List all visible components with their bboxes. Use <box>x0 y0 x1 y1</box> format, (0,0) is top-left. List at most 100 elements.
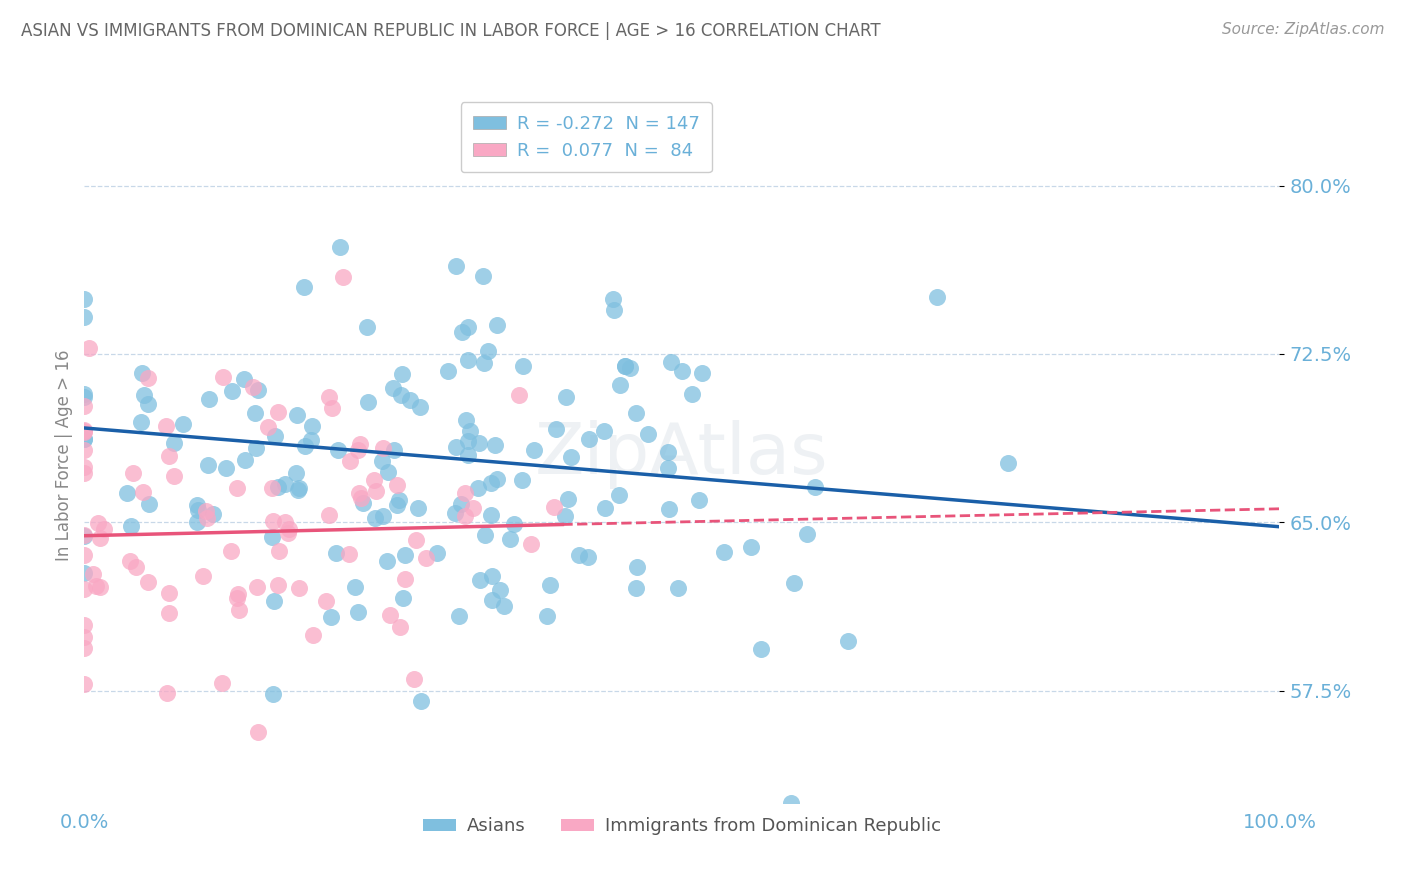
Point <box>163 436 186 450</box>
Point <box>780 796 803 810</box>
Point <box>242 380 264 394</box>
Point <box>288 481 311 495</box>
Point <box>318 508 340 522</box>
Point <box>626 560 648 574</box>
Point <box>138 371 160 385</box>
Point <box>136 574 159 589</box>
Point <box>299 433 322 447</box>
Point <box>512 359 534 373</box>
Point <box>186 515 208 529</box>
Point <box>352 495 374 509</box>
Point <box>315 593 337 607</box>
Point <box>122 466 145 480</box>
Point <box>266 405 288 419</box>
Point <box>73 582 96 597</box>
Point <box>688 493 710 508</box>
Point <box>657 444 679 458</box>
Point <box>332 270 354 285</box>
Point <box>82 566 104 581</box>
Point <box>138 497 160 511</box>
Point <box>292 280 315 294</box>
Point <box>302 628 325 642</box>
Point <box>301 419 323 434</box>
Point <box>120 519 142 533</box>
Point <box>371 454 394 468</box>
Point <box>450 497 472 511</box>
Point <box>387 493 409 508</box>
Point <box>73 459 96 474</box>
Point <box>278 522 301 536</box>
Point <box>607 487 630 501</box>
Point <box>287 483 309 498</box>
Point <box>77 342 100 356</box>
Point <box>356 320 378 334</box>
Point <box>392 591 415 605</box>
Point <box>274 515 297 529</box>
Point <box>568 548 591 562</box>
Point <box>468 573 491 587</box>
Point <box>155 419 177 434</box>
Point <box>246 724 269 739</box>
Point <box>195 503 218 517</box>
Point <box>73 548 96 562</box>
Point <box>219 544 242 558</box>
Point <box>444 259 467 273</box>
Point <box>262 688 284 702</box>
Point <box>690 366 713 380</box>
Point <box>73 425 96 439</box>
Point <box>132 485 155 500</box>
Point <box>115 485 138 500</box>
Point <box>294 439 316 453</box>
Point <box>377 465 399 479</box>
Point <box>73 433 96 447</box>
Point <box>613 359 636 373</box>
Point <box>337 547 360 561</box>
Point <box>609 378 631 392</box>
Point <box>226 482 249 496</box>
Point <box>73 390 96 404</box>
Point <box>228 603 250 617</box>
Point <box>554 509 576 524</box>
Point <box>263 594 285 608</box>
Point <box>318 390 340 404</box>
Point <box>339 454 361 468</box>
Point <box>447 608 470 623</box>
Point <box>73 466 96 480</box>
Point <box>211 676 233 690</box>
Point <box>246 383 269 397</box>
Point <box>536 608 558 623</box>
Point <box>436 364 458 378</box>
Point <box>468 436 491 450</box>
Point <box>578 433 600 447</box>
Point <box>136 397 159 411</box>
Point <box>484 438 506 452</box>
Point <box>458 424 481 438</box>
Point <box>73 529 96 543</box>
Point <box>186 498 208 512</box>
Point <box>134 388 156 402</box>
Point <box>157 606 180 620</box>
Point <box>538 578 561 592</box>
Point <box>472 356 495 370</box>
Point <box>349 437 371 451</box>
Point <box>415 550 437 565</box>
Point <box>557 492 579 507</box>
Point <box>325 546 347 560</box>
Point <box>389 620 412 634</box>
Point <box>198 392 221 406</box>
Point <box>783 576 806 591</box>
Point <box>156 685 179 699</box>
Point <box>329 240 352 254</box>
Point <box>187 503 209 517</box>
Point <box>796 527 818 541</box>
Point <box>375 554 398 568</box>
Point <box>356 394 378 409</box>
Point <box>658 501 681 516</box>
Point <box>382 381 405 395</box>
Point <box>486 318 509 332</box>
Point <box>474 528 496 542</box>
Point <box>347 605 370 619</box>
Point <box>73 527 96 541</box>
Point <box>163 469 186 483</box>
Point <box>159 449 181 463</box>
